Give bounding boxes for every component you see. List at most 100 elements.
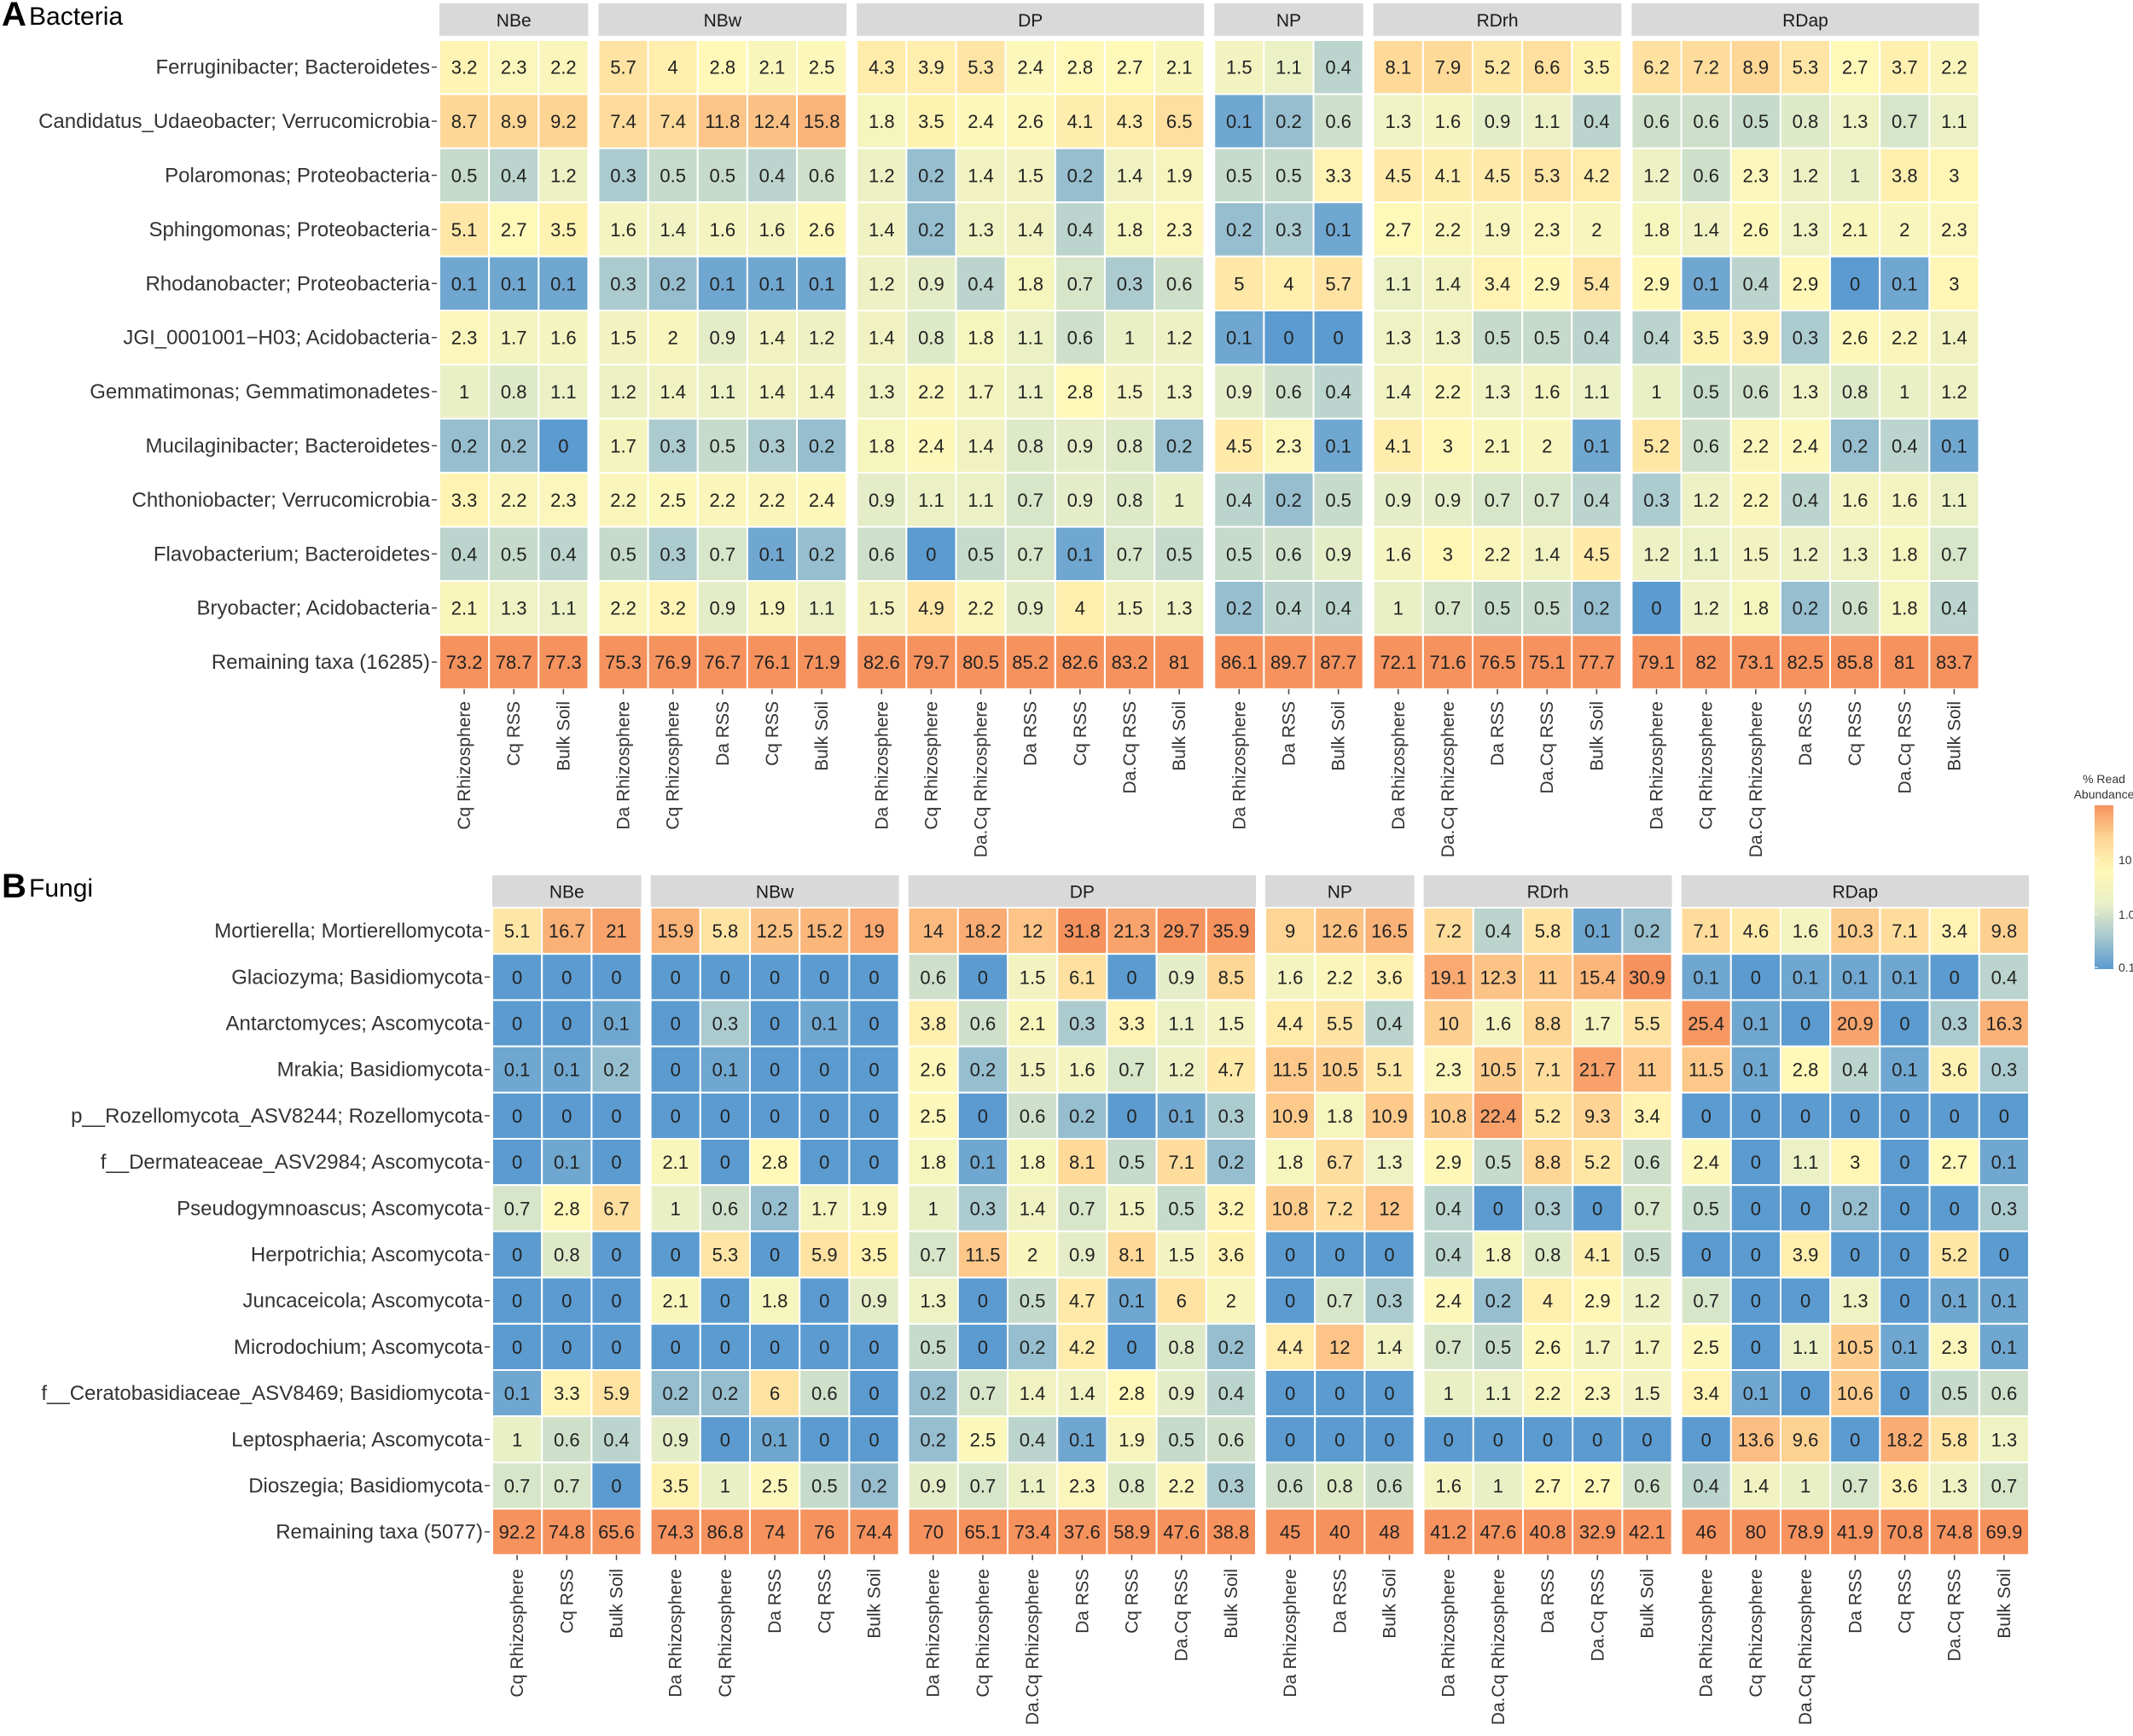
panel-b-dp-cell <box>1205 953 1258 1002</box>
panel-a-np-cell <box>1312 310 1364 366</box>
panel-a-dp-cell <box>905 525 957 582</box>
panel-a-tag: A <box>2 0 26 33</box>
panel-b-rdrh-cell-value: 2.3 <box>1435 1060 1462 1081</box>
panel-a-dp-cell-value: 2.7 <box>1117 57 1143 78</box>
panel-b-rdap-cell <box>1829 1184 1881 1233</box>
panel-b-nbe-col-label: Cq RSS <box>557 1569 577 1634</box>
panel-a-dp-cell-value: 82.6 <box>1061 652 1098 673</box>
panel-a-rdap-cell-value: 1.5 <box>1743 543 1770 565</box>
panel-a-rdrh-cell-value: 1.4 <box>1385 381 1411 403</box>
panel-a-nbw-cell-value: 0.5 <box>610 543 636 565</box>
panel-b-np-cell <box>1314 1045 1366 1094</box>
panel-b-rdrh-cell-value: 10 <box>1438 1013 1458 1035</box>
panel-a-np-cell-value: 0.9 <box>1226 381 1252 403</box>
panel-b-dp-cell <box>1106 1184 1158 1233</box>
panel-b-nbw-cell-value: 1.8 <box>762 1291 788 1312</box>
panel-b-nbw-cell <box>848 1091 900 1141</box>
panel-b-dp-col-label: Da RSS <box>1072 1569 1092 1634</box>
panel-a-np-cell <box>1263 525 1315 582</box>
panel-b-np-cell-value: 4.4 <box>1277 1013 1304 1035</box>
panel-a-dp-cell-value: 1.8 <box>869 436 895 457</box>
panel-b-rdrh-strip <box>1423 875 1672 907</box>
panel-a-dp-cell-value: 2.8 <box>1067 381 1094 403</box>
panel-a-np-cell-value: 87.7 <box>1320 652 1357 673</box>
panel-a-dp-cell <box>1154 472 1206 528</box>
panel-b-dp-cell-value: 4.7 <box>1069 1291 1096 1312</box>
panel-a-rdap-cell-value: 2.9 <box>1643 273 1670 294</box>
panel-b-rdap-cell-value: 0 <box>1899 1013 1909 1035</box>
panel-b-dp-cell-value: 3.2 <box>1218 1198 1245 1219</box>
panel-a-rdap-cell-value: 1.2 <box>1793 165 1819 187</box>
panel-b-rdap-cell-value: 0 <box>1701 1245 1712 1266</box>
panel-a-np-cell-value: 0.1 <box>1325 219 1351 241</box>
panel-a-dp-cell-value: 0.9 <box>869 490 895 511</box>
panel-a-nbw-cell-value: 1.6 <box>759 219 786 241</box>
panel-b-nbe-cell <box>541 1322 593 1372</box>
panel-a-dp-cell-value: 1.3 <box>869 381 895 403</box>
panel-b-dp-cell-value: 0.6 <box>1020 1106 1046 1127</box>
panel-a-rdap-cell <box>1779 39 1832 96</box>
panel-b-rdrh-cell-value: 1.7 <box>1634 1337 1660 1358</box>
panel-a-nbe-cell <box>538 417 590 474</box>
panel-a-np-cell-value: 0.1 <box>1226 328 1252 349</box>
panel-b-rdrh-cell-value: 32.9 <box>1579 1522 1616 1543</box>
panel-b-rdap-cell <box>1978 1507 2031 1556</box>
panel-b-rdap-cell-value: 0.3 <box>1941 1013 1967 1035</box>
panel-b-nbe-cell-value: 0 <box>512 1106 522 1127</box>
panel-a-rdrh-cell <box>1472 363 1524 420</box>
panel-a-nbw-cell <box>597 39 649 96</box>
panel-a-nbw-cell-value: 1.7 <box>610 436 636 457</box>
panel-a-np-cell-value: 89.7 <box>1270 652 1307 673</box>
panel-b-dp-cell-value: 0 <box>1126 1106 1136 1127</box>
panel-b-rdrh-cell-value: 30.9 <box>1629 967 1665 988</box>
panel-b-nbw-cell-value: 0 <box>819 1106 829 1127</box>
panel-b-nbw-cell <box>799 1461 851 1510</box>
panel-a-nbw-cell <box>647 93 699 149</box>
panel-b-rdap-cell-value: 9.8 <box>1991 920 2018 942</box>
panel-a-np-cell-value: 0.9 <box>1325 543 1351 565</box>
panel-b-dp-cell <box>1056 953 1108 1002</box>
panel-a-rdap-cell-value: 3.5 <box>1693 328 1719 349</box>
panel-b-nbw-cell <box>848 1322 900 1372</box>
panel-b-nbw-cell-value: 0 <box>869 1060 879 1081</box>
panel-b-rdrh-cell-value: 7.1 <box>1535 1060 1561 1081</box>
panel-a-dp-cell <box>1154 634 1206 690</box>
panel-b-np-cell-value: 45 <box>1280 1522 1300 1543</box>
panel-b-rdrh-cell <box>1522 1230 1574 1279</box>
panel-b-rdap-cell-value: 5.2 <box>1941 1245 1967 1266</box>
panel-b-rdap-cell-value: 78.9 <box>1787 1522 1824 1543</box>
panel-a-dp-cell <box>1154 39 1206 96</box>
panel-b-dp-cell-value: 0.6 <box>970 1013 997 1035</box>
panel-b-rdap-cell-value: 0.4 <box>1842 1060 1869 1081</box>
panel-b-rdrh-cell-value: 1 <box>1444 1383 1454 1404</box>
panel-b-nbw-cell-value: 0.9 <box>662 1429 689 1450</box>
panel-a-nbe-cell-value: 0.8 <box>501 381 527 403</box>
panel-b-np-col-label: Da Rhizosphere <box>1281 1569 1300 1698</box>
panel-b-rdrh-cell-value: 8.8 <box>1535 1013 1561 1035</box>
panel-b-nbw-cell-value: 0 <box>770 967 780 988</box>
panel-a-rdap-cell <box>1879 580 1931 636</box>
panel-b-dp-cell <box>1106 1045 1158 1094</box>
panel-b-nbw-cell-value: 6 <box>770 1383 780 1404</box>
panel-b-nbe-cell-value: 0 <box>512 1152 522 1173</box>
panel-b-rdap-cell-value: 0.1 <box>1892 1337 1918 1358</box>
panel-b-rdap-cell <box>1729 1461 1782 1510</box>
panel-b-rdap-cell-value: 0.1 <box>1941 1291 1967 1312</box>
panel-b-rdrh-cell-value: 12.3 <box>1479 967 1516 988</box>
panel-a-rdap-cell-value: 1.3 <box>1842 543 1869 565</box>
panel-b-rdap-cell <box>1680 1045 1732 1094</box>
panel-a-nbe-cell-value: 2.2 <box>550 57 577 78</box>
panel-b-dp-cell <box>1106 999 1158 1048</box>
panel-b-rdap-cell-value: 18.2 <box>1886 1429 1923 1450</box>
panel-b-row-label: Dioszegia; Basidiomycota <box>248 1475 483 1498</box>
panel-b-rdap-cell-value: 0 <box>1701 1429 1712 1450</box>
panel-a-rdrh-cell-value: 0.9 <box>1385 490 1411 511</box>
panel-a-rdap-cell <box>1779 525 1832 582</box>
panel-b-rdap-cell <box>1680 1322 1732 1372</box>
panel-b-rdap-strip-label: RDap <box>1832 883 1878 903</box>
panel-a-rdrh-cell-value: 3 <box>1443 543 1453 565</box>
panel-a-dp-cell <box>1154 525 1206 582</box>
panel-b-nbw-cell-value: 0 <box>819 1429 829 1450</box>
panel-b-rdrh-cell <box>1422 1276 1474 1325</box>
panel-a-np-cell <box>1312 39 1364 96</box>
